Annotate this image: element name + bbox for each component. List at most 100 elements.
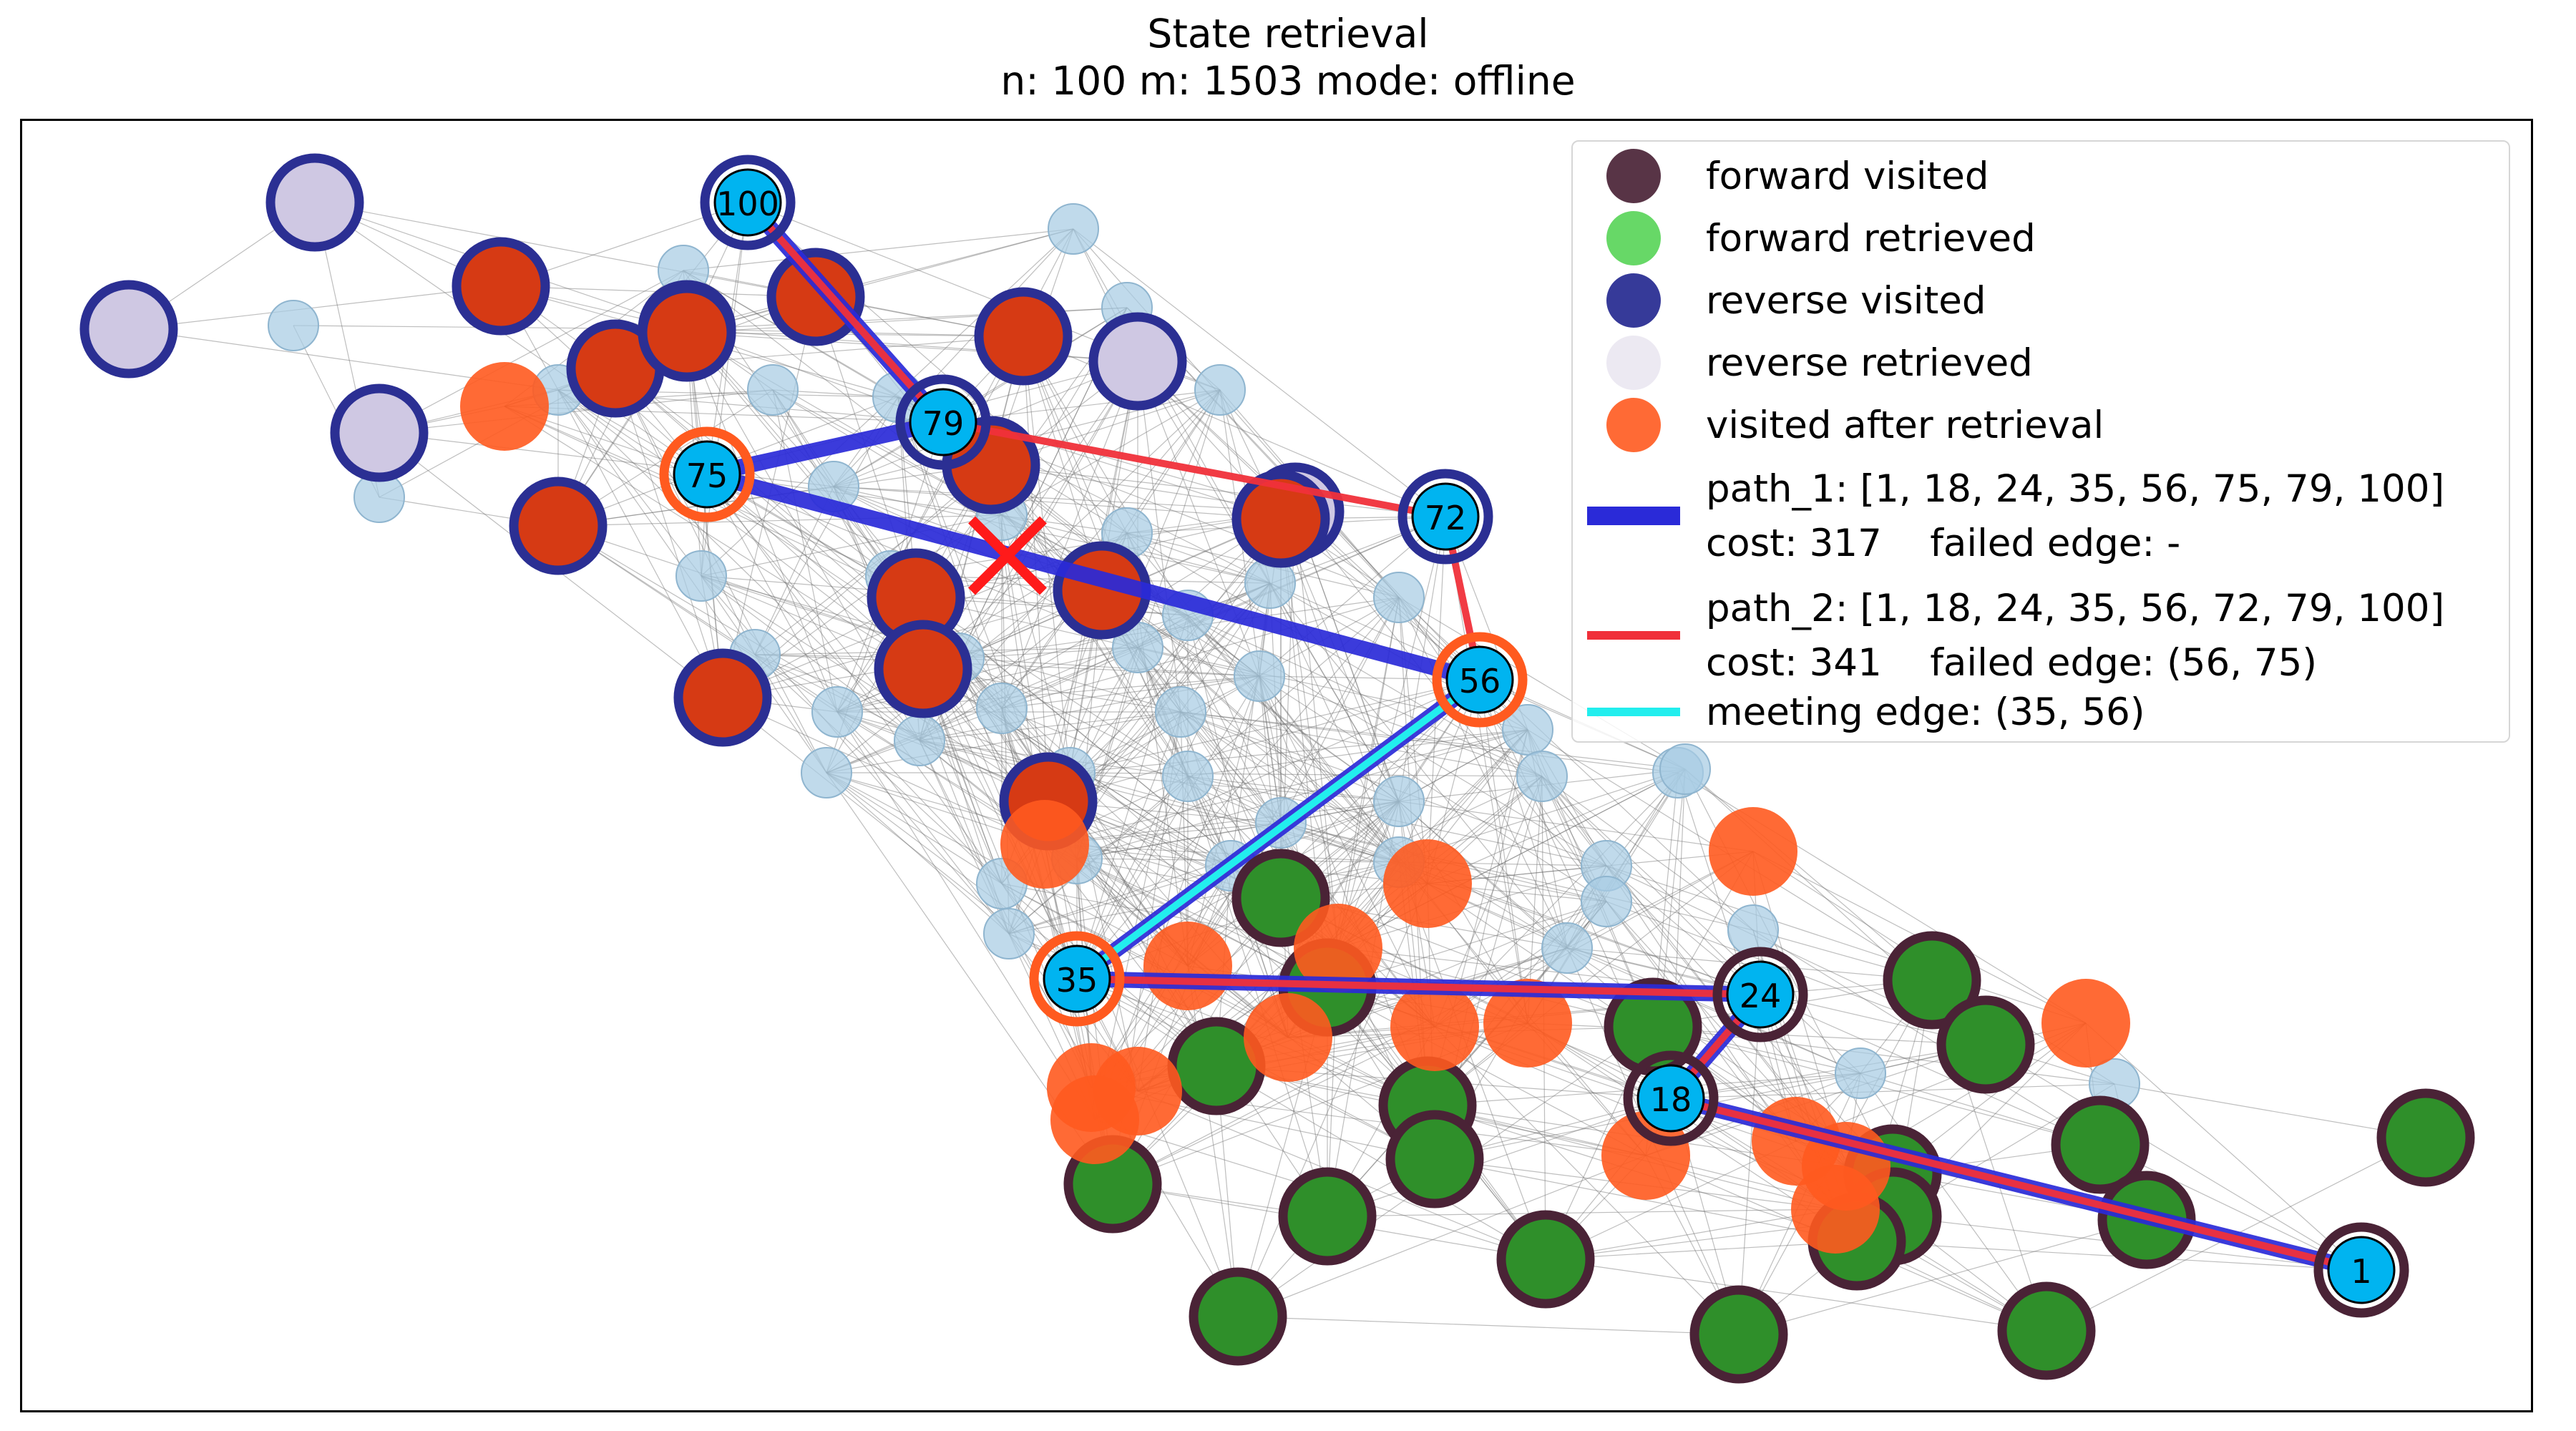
graph-edge — [915, 597, 1189, 777]
unvisited-node — [976, 683, 1028, 734]
graph-edge — [1216, 679, 1480, 1067]
graph-edge — [686, 332, 838, 713]
graph-edge — [1187, 597, 1400, 967]
graph-edge — [1856, 1241, 2362, 1271]
forward-visited-node — [2051, 1095, 2150, 1194]
path-node-ring — [1623, 1050, 1719, 1146]
graph-edge — [1434, 1158, 1858, 1242]
graph-edge — [701, 575, 920, 741]
graph-edge — [919, 675, 1260, 741]
visited-after-retrieval-node — [1294, 904, 1382, 992]
meeting-edge-swatch — [1587, 708, 1680, 716]
meeting-edge-line — [1075, 676, 1482, 982]
graph-edge — [1795, 1022, 2087, 1142]
graph-edge — [1337, 865, 1607, 949]
reverse-retrieved-node — [265, 153, 364, 252]
graph-edge — [1219, 389, 1282, 824]
path-node-ring — [1397, 469, 1493, 565]
visited-after-retrieval-node — [1709, 807, 1797, 896]
graph-edge — [1545, 1208, 1836, 1260]
graph-edge — [701, 514, 1002, 577]
legend-entry-forward-visited: forward visited — [1573, 147, 2503, 205]
visited-after-retrieval-node — [460, 362, 549, 451]
graph-edge — [1860, 1073, 2047, 1332]
path-node — [2327, 1236, 2396, 1304]
forward-visited-node — [1883, 931, 1981, 1030]
graph-edge — [1606, 865, 2087, 1024]
graph-edge — [1294, 511, 1339, 949]
graph-edge — [557, 389, 920, 741]
graph-edge — [557, 525, 838, 713]
reverse-visited-node — [1231, 469, 1330, 568]
graph-edge — [1001, 675, 1260, 709]
graph-edge — [890, 575, 1282, 899]
graph-edge — [701, 575, 1049, 802]
graph-edge — [1645, 1044, 1986, 1156]
forward-visited-node — [1385, 1110, 1484, 1208]
graph-edge — [1069, 772, 1217, 1067]
graph-edge — [922, 389, 1221, 670]
graph-edge — [1187, 615, 1289, 1038]
legend-label: forward retrieved — [1706, 217, 2036, 260]
graph-edge — [1541, 776, 1761, 995]
graph-edge — [1187, 776, 1400, 802]
graph-edge — [1545, 1259, 2047, 1332]
visited-after-retrieval-swatch — [1606, 398, 1661, 452]
reverse-visited-swatch — [1606, 273, 1661, 328]
graph-edge — [1398, 597, 1607, 902]
graph-edge — [833, 486, 1296, 512]
reverse-retrieved-swatch — [1606, 336, 1661, 390]
graph-edge — [1337, 772, 1679, 949]
graph-edge — [1670, 1083, 2115, 1099]
graph-edge — [1126, 532, 1543, 777]
unvisited-node — [801, 747, 852, 798]
graph-edge — [1259, 675, 1543, 777]
graph-edge — [1327, 1098, 1672, 1217]
graph-edge — [1187, 615, 1543, 777]
graph-edge — [958, 647, 1138, 659]
graph-edge — [379, 432, 834, 487]
graph-nodes — [79, 153, 2475, 1384]
graph-edge — [826, 711, 1181, 773]
path-node-ring — [895, 374, 991, 470]
path-node — [909, 388, 977, 456]
chart-title: State retrieval — [1147, 11, 1429, 57]
path-node-label: 56 — [1459, 662, 1501, 700]
path-node-ring — [1029, 931, 1125, 1027]
graph-edge — [1180, 711, 1400, 802]
graph-edge — [1069, 729, 1528, 773]
unvisited-node — [1659, 743, 1711, 795]
legend-label: reverse visited — [1706, 279, 1986, 323]
graph-edge — [1076, 729, 1528, 859]
graph-edge — [1280, 822, 1761, 995]
visited-after-retrieval-node — [1383, 839, 1472, 928]
graph-edge — [836, 711, 1096, 1120]
graph-edge — [706, 474, 1002, 884]
graph-edge — [1187, 615, 1400, 863]
path-node — [1043, 944, 1111, 1013]
graph-edge — [919, 740, 1400, 863]
graph-edge — [1434, 1026, 1740, 1335]
graph-edge — [1670, 1044, 1986, 1099]
graph-edge — [754, 654, 1002, 884]
graph-edge — [1137, 647, 1282, 824]
graph-edge — [1076, 711, 1181, 980]
unvisited-node — [1502, 704, 1553, 756]
graph-edge — [1479, 679, 1528, 1024]
unvisited-node — [1373, 572, 1425, 623]
graph-edge — [833, 486, 1282, 519]
visited-after-retrieval-node — [1000, 800, 1089, 889]
unvisited-node — [1194, 364, 1246, 416]
graph-edge — [1280, 851, 1754, 899]
graph-edge — [504, 406, 924, 670]
reverse-visited-node — [638, 283, 736, 382]
graph-edge — [1237, 1316, 1740, 1335]
graph-edge — [1398, 597, 1754, 931]
graph-edge — [1076, 615, 1189, 980]
graph-edge — [833, 486, 1271, 584]
graph-edge — [1180, 711, 1568, 949]
graph-edge — [1337, 768, 1686, 949]
graph-edge — [706, 474, 1128, 534]
graph-edge — [1069, 772, 1428, 1106]
graph-edge — [1280, 768, 1686, 899]
